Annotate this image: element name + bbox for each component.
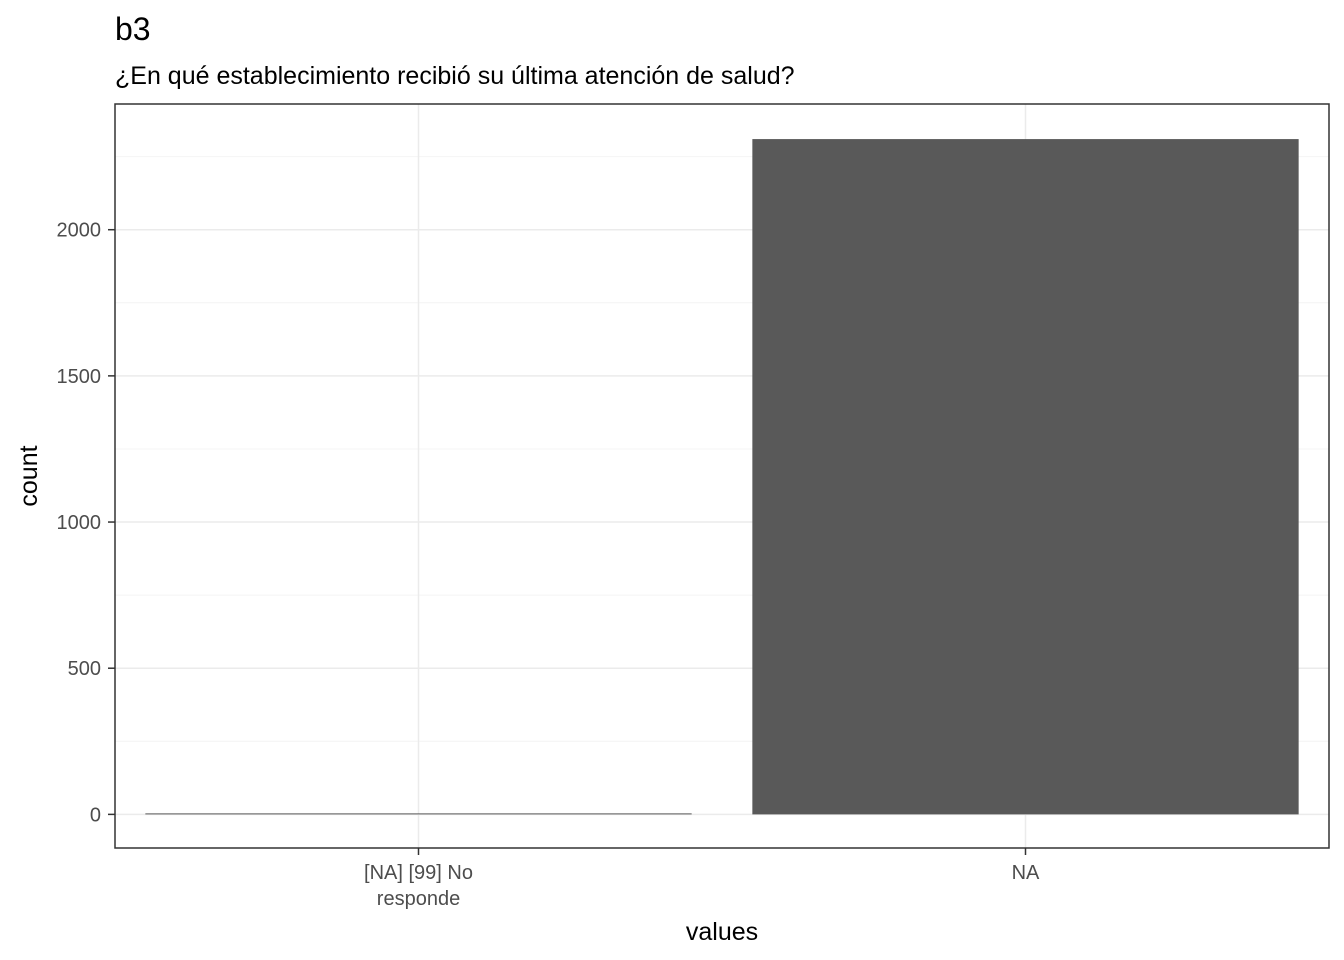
chart-subtitle: ¿En qué establecimiento recibió su últim… [115, 62, 795, 90]
plot-panel-border [114, 103, 1330, 849]
x-tick-label-line: responde [377, 888, 460, 910]
y-tick-label: 500 [68, 658, 101, 680]
x-tick-label-line: NA [1012, 862, 1040, 884]
bar [752, 139, 1299, 815]
x-axis-title: values [686, 918, 758, 946]
y-tick-label: 1500 [57, 366, 102, 388]
y-axis-title: count [15, 445, 43, 506]
x-tick-label: [NA] [99] No responde [364, 862, 473, 910]
y-tick-label: 0 [90, 804, 101, 826]
axis-ticks: 0 500 1000 1500 2000 [NA] [99] No responde NA [57, 220, 1041, 910]
y-tick-label: 2000 [57, 220, 102, 242]
chart-title: b3 [115, 11, 151, 47]
bars [145, 139, 1299, 815]
bar [145, 813, 692, 815]
x-tick-label: NA [1012, 862, 1040, 884]
y-tick-label: 1000 [57, 512, 102, 534]
x-tick-label-line: [NA] [99] No [364, 862, 473, 884]
